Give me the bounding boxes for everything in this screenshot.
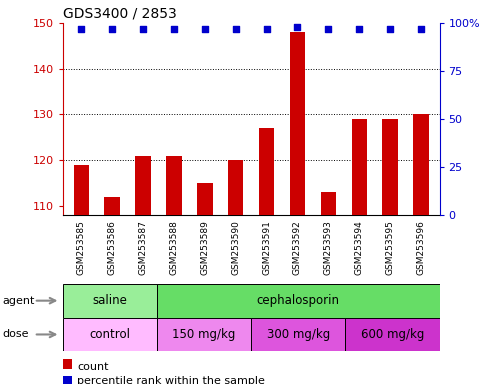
Bar xyxy=(383,119,398,215)
Text: control: control xyxy=(89,328,130,341)
Point xyxy=(201,26,209,32)
Bar xyxy=(73,165,89,215)
Point xyxy=(325,26,332,32)
Bar xyxy=(166,156,182,215)
Point xyxy=(294,24,301,30)
Bar xyxy=(352,119,367,215)
Point xyxy=(386,26,394,32)
Text: saline: saline xyxy=(92,294,128,307)
Text: cephalosporin: cephalosporin xyxy=(257,294,340,307)
Bar xyxy=(135,156,151,215)
Bar xyxy=(259,128,274,215)
Text: percentile rank within the sample: percentile rank within the sample xyxy=(77,376,265,384)
Text: 300 mg/kg: 300 mg/kg xyxy=(267,328,330,341)
Text: 150 mg/kg: 150 mg/kg xyxy=(172,328,236,341)
Bar xyxy=(104,197,120,215)
Point xyxy=(417,26,425,32)
Bar xyxy=(157,284,440,318)
Bar xyxy=(228,160,243,215)
Bar xyxy=(321,192,336,215)
Bar xyxy=(251,318,345,351)
Point xyxy=(232,26,240,32)
Bar xyxy=(63,376,72,384)
Text: dose: dose xyxy=(2,329,29,339)
Point xyxy=(77,26,85,32)
Bar xyxy=(197,183,213,215)
Bar xyxy=(290,32,305,215)
Bar xyxy=(63,284,157,318)
Bar xyxy=(345,318,440,351)
Bar xyxy=(63,359,72,369)
Point xyxy=(139,26,147,32)
Text: GDS3400 / 2853: GDS3400 / 2853 xyxy=(63,6,177,20)
Bar xyxy=(63,318,157,351)
Text: agent: agent xyxy=(2,296,35,306)
Text: count: count xyxy=(77,362,109,372)
Text: 600 mg/kg: 600 mg/kg xyxy=(361,328,424,341)
Point xyxy=(170,26,178,32)
Point xyxy=(263,26,270,32)
Bar xyxy=(157,318,251,351)
Point xyxy=(355,26,363,32)
Point xyxy=(108,26,116,32)
Bar xyxy=(413,114,429,215)
